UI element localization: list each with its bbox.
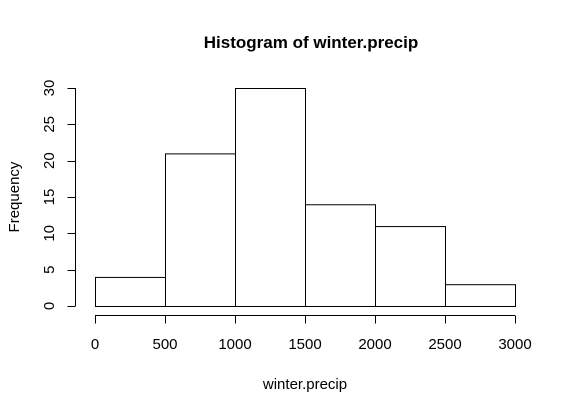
bars-group: [95, 88, 516, 308]
x-tick-label-1: 500: [152, 336, 177, 353]
x-tick-label-6: 3000: [498, 336, 531, 353]
x-tick-label-2: 1000: [218, 336, 251, 353]
x-tick-label-0: 0: [91, 336, 99, 353]
histogram-bar-0: [95, 276, 166, 307]
x-axis-label: winter.precip: [262, 376, 347, 393]
histogram-bar-5: [445, 284, 516, 308]
y-tick-label-1: 5: [41, 265, 58, 273]
histogram-bar-4: [375, 226, 446, 307]
y-tick-label-0: 0: [41, 302, 58, 310]
x-tick-label-5: 2500: [428, 336, 461, 353]
chart-title: Histogram of winter.precip: [204, 33, 418, 52]
y-tick-label-4: 20: [41, 152, 58, 169]
x-tick-label-4: 2000: [358, 336, 391, 353]
histogram-bar-3: [305, 204, 376, 307]
histogram-bar-1: [165, 153, 236, 307]
histogram-bar-2: [235, 88, 306, 307]
y-axis: 0 5 10 15 20 25 30: [41, 80, 76, 310]
x-axis: 0 500 1000 1500 2000 2500 3000: [91, 315, 532, 353]
y-tick-label-5: 25: [41, 116, 58, 133]
y-tick-label-6: 30: [41, 80, 58, 97]
x-tick-label-3: 1500: [288, 336, 321, 353]
y-tick-label-3: 15: [41, 189, 58, 206]
y-tick-label-2: 10: [41, 225, 58, 242]
y-axis-label: Frequency: [6, 161, 23, 232]
